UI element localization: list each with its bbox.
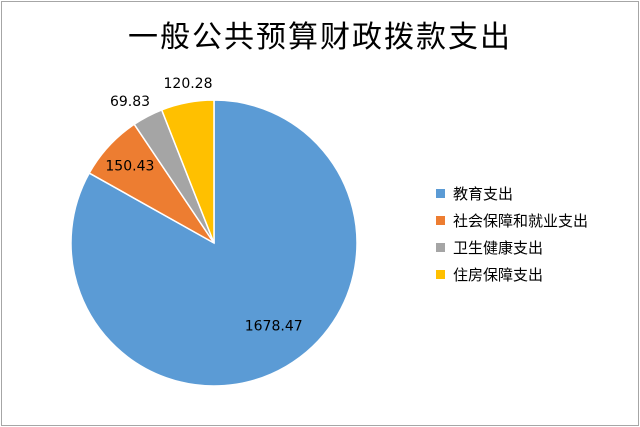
data-label-housing: 120.28 <box>164 76 213 92</box>
legend-item-education: 教育支出 <box>436 180 588 207</box>
legend-label-health: 卫生健康支出 <box>453 239 544 257</box>
legend: 教育支出 社会保障和就业支出 卫生健康支出 住房保障支出 <box>436 180 588 288</box>
data-label-health: 69.83 <box>110 94 150 110</box>
legend-label-housing: 住房保障支出 <box>453 266 544 284</box>
legend-swatch-education <box>436 189 445 198</box>
data-label-education: 1678.47 <box>245 318 303 334</box>
pie-slice-housing <box>160 99 215 244</box>
data-label-social-security: 150.43 <box>105 158 154 174</box>
legend-label-social-security: 社会保障和就业支出 <box>453 212 589 230</box>
legend-label-education: 教育支出 <box>453 185 514 203</box>
legend-item-health: 卫生健康支出 <box>436 234 588 261</box>
chart-title: 一般公共预算财政拨款支出 <box>128 20 512 55</box>
legend-item-housing: 住房保障支出 <box>436 261 588 288</box>
legend-swatch-health <box>436 243 445 252</box>
legend-swatch-social-security <box>436 216 445 225</box>
legend-swatch-housing <box>436 270 445 279</box>
legend-item-social-security: 社会保障和就业支出 <box>436 207 588 234</box>
